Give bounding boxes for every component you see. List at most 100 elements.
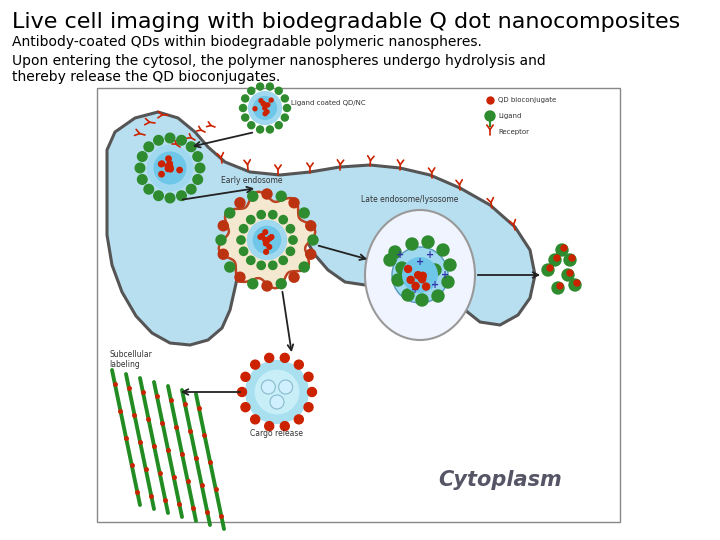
Circle shape	[253, 226, 282, 254]
Circle shape	[237, 236, 245, 244]
Circle shape	[389, 246, 401, 258]
Circle shape	[300, 262, 309, 272]
Circle shape	[266, 126, 274, 133]
Circle shape	[216, 235, 226, 245]
Text: Cytoplasm: Cytoplasm	[438, 470, 562, 490]
Circle shape	[552, 282, 564, 294]
Circle shape	[266, 83, 274, 90]
Text: Late endosome/lysosome: Late endosome/lysosome	[361, 195, 459, 204]
Circle shape	[186, 142, 196, 152]
Circle shape	[564, 254, 576, 266]
Circle shape	[153, 152, 186, 185]
Circle shape	[135, 163, 145, 173]
Circle shape	[269, 98, 273, 102]
Circle shape	[308, 235, 318, 245]
Circle shape	[275, 122, 282, 129]
Circle shape	[138, 152, 147, 161]
Circle shape	[307, 388, 317, 396]
Circle shape	[485, 111, 495, 121]
Circle shape	[176, 191, 186, 200]
Circle shape	[574, 280, 580, 286]
PathPatch shape	[107, 112, 535, 345]
Text: Ligand: Ligand	[498, 113, 521, 119]
Circle shape	[165, 164, 171, 169]
Circle shape	[289, 236, 297, 244]
Circle shape	[260, 234, 264, 238]
Circle shape	[138, 174, 147, 184]
Text: +: +	[396, 250, 404, 260]
Circle shape	[165, 193, 175, 203]
Circle shape	[269, 235, 274, 239]
Circle shape	[265, 110, 269, 114]
Circle shape	[248, 91, 282, 125]
Circle shape	[405, 266, 412, 273]
Circle shape	[279, 256, 287, 265]
Circle shape	[416, 294, 428, 306]
Circle shape	[294, 415, 303, 424]
Circle shape	[282, 95, 288, 102]
Circle shape	[238, 388, 246, 396]
Text: Antibody-coated QDs within biodegradable polymeric nanospheres.: Antibody-coated QDs within biodegradable…	[12, 35, 482, 49]
Circle shape	[276, 191, 287, 201]
Circle shape	[442, 276, 454, 288]
Circle shape	[166, 166, 171, 172]
Circle shape	[144, 142, 153, 152]
Text: +: +	[404, 265, 412, 275]
Circle shape	[253, 96, 277, 120]
Circle shape	[284, 104, 290, 112]
Circle shape	[549, 254, 561, 266]
Circle shape	[561, 245, 567, 251]
Circle shape	[240, 247, 248, 255]
Circle shape	[412, 282, 419, 289]
Polygon shape	[219, 192, 315, 288]
Circle shape	[275, 87, 282, 94]
Circle shape	[418, 273, 425, 280]
Circle shape	[562, 269, 574, 281]
Circle shape	[176, 136, 186, 145]
Text: Subcellular
labeling: Subcellular labeling	[109, 350, 152, 369]
Circle shape	[245, 360, 309, 424]
Circle shape	[262, 189, 272, 199]
Circle shape	[406, 238, 418, 250]
Circle shape	[384, 254, 396, 266]
Circle shape	[261, 102, 266, 105]
Circle shape	[407, 276, 414, 284]
Circle shape	[267, 245, 271, 249]
Circle shape	[263, 106, 266, 110]
Circle shape	[258, 234, 263, 239]
Circle shape	[218, 249, 228, 259]
Circle shape	[287, 247, 294, 255]
Circle shape	[261, 380, 275, 394]
Circle shape	[235, 198, 245, 208]
Circle shape	[554, 255, 560, 261]
Circle shape	[257, 211, 266, 219]
Text: Early endosome: Early endosome	[221, 176, 283, 185]
Circle shape	[259, 99, 263, 103]
Circle shape	[263, 230, 268, 234]
Circle shape	[240, 225, 248, 233]
Circle shape	[279, 380, 292, 394]
Text: Ligand coated QD/NC: Ligand coated QD/NC	[291, 100, 366, 106]
Circle shape	[294, 360, 303, 369]
Circle shape	[168, 166, 174, 172]
Circle shape	[253, 107, 257, 111]
Circle shape	[304, 372, 313, 381]
Circle shape	[263, 238, 267, 242]
Circle shape	[282, 114, 288, 121]
Circle shape	[276, 279, 287, 289]
Circle shape	[437, 244, 449, 256]
Circle shape	[267, 236, 272, 241]
Text: +: +	[426, 250, 434, 260]
Text: Receptor: Receptor	[498, 129, 529, 135]
Circle shape	[247, 256, 255, 265]
Circle shape	[225, 208, 235, 218]
Circle shape	[264, 239, 269, 244]
Circle shape	[168, 165, 173, 170]
Circle shape	[153, 191, 163, 200]
Circle shape	[547, 265, 553, 271]
Circle shape	[241, 403, 250, 411]
Circle shape	[402, 257, 438, 293]
Circle shape	[304, 403, 313, 411]
Circle shape	[165, 133, 175, 143]
Ellipse shape	[365, 210, 475, 340]
